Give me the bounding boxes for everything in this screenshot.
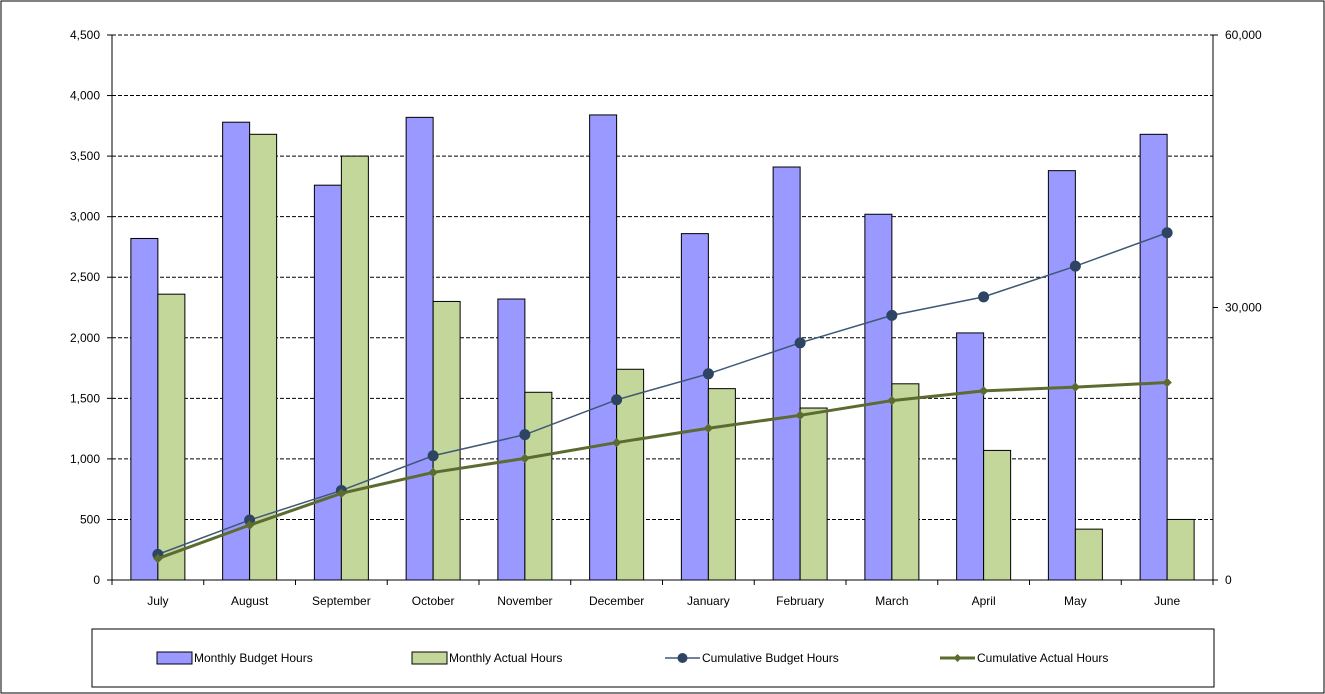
legend-label-cumulative-budget-hours: Cumulative Budget Hours	[702, 651, 839, 665]
x-tick-label-june: June	[1154, 594, 1180, 608]
x-tick-label-december: December	[589, 594, 644, 608]
point-cumulative-actual-hours-february	[795, 410, 805, 421]
x-axis-labels: July August September October November Decemb…	[147, 594, 1180, 608]
bar-monthly-budget-hours-january	[680, 233, 709, 581]
point-cumulative-budget-hours-june	[1161, 227, 1173, 239]
y-left-tick-label: 4,500	[70, 28, 100, 42]
bar-monthly-actual-hours-january	[707, 388, 736, 581]
y-left-tick-label: 500	[80, 512, 100, 526]
legend-box	[91, 628, 1215, 688]
x-tick-label-march: March	[875, 594, 908, 608]
bar-monthly-actual-hours-may	[1074, 528, 1103, 581]
point-cumulative-budget-hours-may	[1069, 260, 1081, 272]
x-tick-label-october: October	[412, 594, 455, 608]
y-left-tick-label: 4,000	[70, 89, 100, 103]
bar-monthly-actual-hours-december	[616, 368, 645, 581]
x-tick-label-august: August	[231, 594, 269, 608]
plot-area	[112, 35, 1213, 580]
point-cumulative-actual-hours-november	[520, 453, 530, 464]
point-cumulative-actual-hours-september	[336, 488, 347, 499]
point-cumulative-actual-hours-december	[611, 437, 622, 448]
y-left-tick-label: 2,500	[70, 270, 100, 284]
lines	[152, 227, 1173, 564]
x-tick-label-november: November	[497, 594, 552, 608]
y-axis-left: 0 500 1,000 1,500 2,000 2,500 3,000 3,500 4,000 4…	[70, 28, 112, 587]
bar-monthly-budget-hours-june	[1139, 133, 1168, 581]
point-cumulative-actual-hours-july	[153, 553, 163, 564]
y-right-tick-label: 0	[1225, 573, 1232, 587]
y-left-tick-label: 1,000	[70, 452, 100, 466]
point-cumulative-budget-hours-october	[427, 450, 439, 462]
gridlines	[112, 34, 1213, 580]
bar-monthly-budget-hours-december	[589, 114, 618, 581]
legend-swatch-monthly-actual-hours	[411, 651, 448, 665]
x-tick-label-april: April	[972, 594, 996, 608]
line-cumulative-budget-hours	[157, 232, 1168, 556]
legend-swatch-monthly-budget-hours	[156, 651, 193, 665]
bar-monthly-actual-hours-february	[799, 407, 828, 581]
x-tick-label-july: July	[147, 594, 168, 608]
legend-label-cumulative-actual-hours: Cumulative Actual Hours	[977, 651, 1108, 665]
y-left-tick-label: 3,500	[70, 149, 100, 163]
line-cumulative-actual-hours	[157, 381, 1168, 560]
legend-label-monthly-actual-hours: Monthly Actual Hours	[449, 651, 562, 665]
point-cumulative-actual-hours-june	[1162, 377, 1172, 388]
bar-monthly-budget-hours-february	[772, 166, 801, 581]
point-cumulative-actual-hours-january	[703, 423, 714, 433]
bar-monthly-actual-hours-august	[249, 133, 278, 581]
bar-monthly-budget-hours-october	[405, 116, 434, 581]
bar-monthly-budget-hours-may	[1047, 170, 1076, 581]
bar-monthly-budget-hours-april	[956, 332, 985, 581]
bar-monthly-actual-hours-june	[1166, 518, 1195, 581]
point-cumulative-actual-hours-october	[428, 467, 438, 478]
y-right-tick-label: 30,000	[1225, 301, 1262, 315]
point-cumulative-budget-hours-december	[611, 394, 623, 406]
bar-monthly-actual-hours-april	[983, 449, 1012, 581]
bar-monthly-actual-hours-september	[340, 155, 369, 581]
y-left-tick-label: 3,000	[70, 210, 100, 224]
x-tick-label-february: February	[776, 594, 824, 608]
legend-marker-cumulative-actual-hours	[953, 654, 962, 662]
y-left-tick-label: 0	[93, 573, 100, 587]
y-left-tick-label: 2,000	[70, 331, 100, 345]
x-tick-label-september: September	[312, 594, 371, 608]
point-cumulative-budget-hours-november	[519, 429, 531, 441]
bar-monthly-actual-hours-march	[891, 383, 920, 581]
y-left-tick-label: 1,500	[70, 391, 100, 405]
point-cumulative-actual-hours-august	[244, 520, 255, 530]
point-cumulative-budget-hours-january	[702, 368, 714, 380]
bars	[130, 114, 1195, 581]
bar-monthly-actual-hours-november	[524, 391, 553, 581]
x-tick-label-january: January	[687, 594, 730, 608]
bar-monthly-budget-hours-september	[313, 184, 342, 581]
point-cumulative-actual-hours-april	[978, 386, 989, 396]
point-cumulative-actual-hours-may	[1070, 382, 1081, 392]
point-cumulative-actual-hours-march	[887, 395, 897, 406]
legend-label-monthly-budget-hours: Monthly Budget Hours	[194, 651, 313, 665]
bar-monthly-actual-hours-october	[432, 300, 461, 581]
point-cumulative-budget-hours-march	[886, 309, 898, 321]
bar-monthly-budget-hours-march	[864, 213, 893, 581]
bar-monthly-budget-hours-july	[130, 237, 159, 581]
point-cumulative-budget-hours-february	[794, 337, 806, 349]
bar-monthly-actual-hours-july	[157, 293, 186, 581]
legend: Monthly Budget Hours Monthly Actual Hours…	[91, 628, 1215, 688]
legend-marker-cumulative-budget-hours	[677, 653, 688, 663]
y-axis-right: 0 30,000 60,000	[1213, 28, 1262, 587]
x-tick-label-may: May	[1064, 594, 1087, 608]
axes	[111, 35, 1214, 585]
point-cumulative-budget-hours-april	[978, 291, 990, 303]
y-right-tick-label: 60,000	[1225, 28, 1262, 42]
bar-monthly-budget-hours-august	[222, 121, 251, 581]
